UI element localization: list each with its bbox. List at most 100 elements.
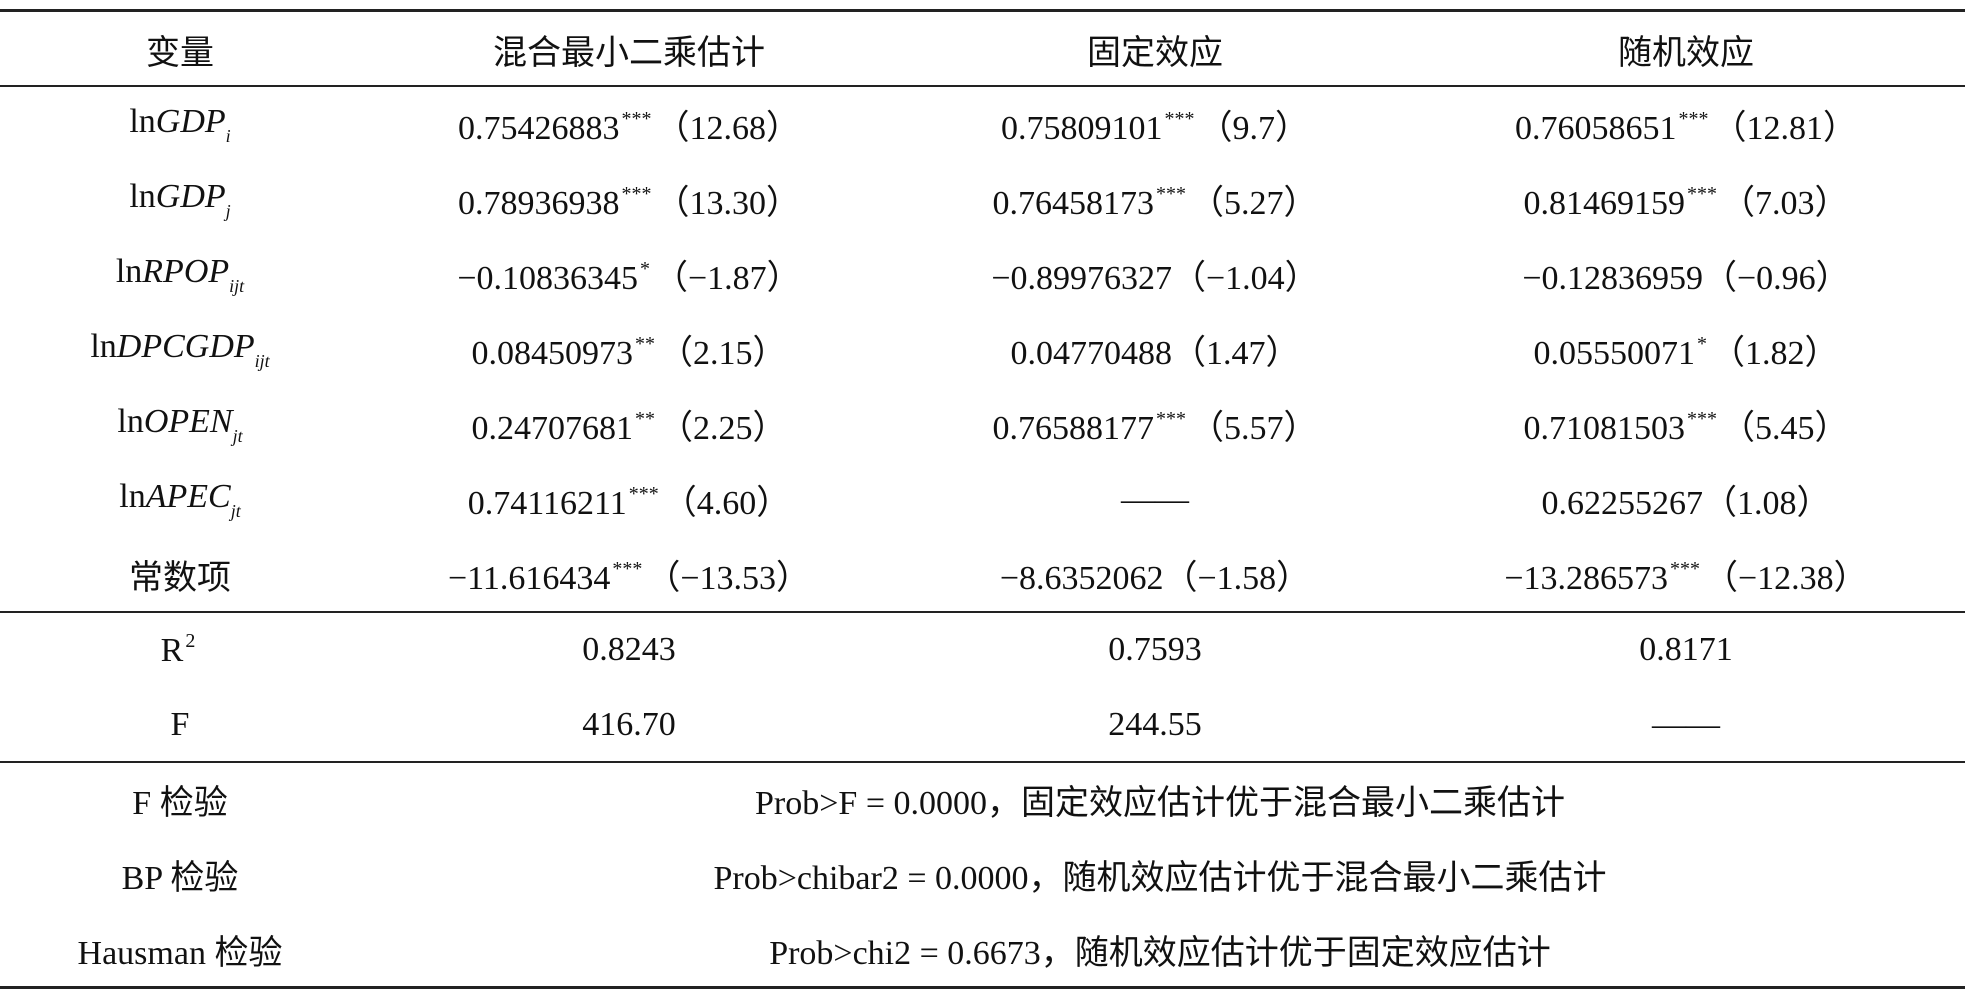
coefficient: 0.81469159 — [1523, 185, 1686, 222]
t-statistic: （−1.58） — [1163, 560, 1311, 597]
coefficient: 0.76458173 — [992, 185, 1155, 222]
t-statistic: （2.15） — [659, 335, 787, 372]
variable-name: GDP — [155, 177, 226, 215]
t-statistic: （4.60） — [662, 485, 791, 522]
significance-stars: *** — [1164, 108, 1195, 130]
coefficient: —— — [1121, 480, 1189, 518]
test-row: Hausman 检验 Prob>chi2 = 0.6673，随机效应估计优于固定效… — [0, 912, 1972, 987]
stats-rule — [0, 611, 1965, 613]
variable-prefix: ln — [119, 477, 146, 515]
test-result: Prob>chi2 = 0.6673，随机效应估计优于固定效应估计 — [769, 935, 1551, 972]
estimate-cell: 0.76588177 *** （5.57） — [898, 400, 1412, 449]
test-result: Prob>F = 0.0000，固定效应估计优于混合最小二乘估计 — [755, 785, 1565, 822]
test-label: Hausman 检验 — [77, 935, 283, 972]
estimate-cell: 0.74116211 *** （4.60） — [360, 475, 898, 524]
stats-row: F 416.70 244.55 —— — [0, 687, 1972, 762]
data-row: lnGDPj 0.78936938 *** （13.30） 0.76458173 *** （… — [0, 162, 1972, 237]
header-rule — [0, 85, 1965, 87]
estimate-cell: 0.78936938 *** （13.30） — [360, 175, 898, 224]
variable-cell: 常数项 — [0, 550, 360, 599]
variable-cell: lnAPECjt — [0, 478, 360, 522]
estimate-cell: 0.71081503 *** （5.45） — [1412, 400, 1960, 449]
t-statistic: （−12.38） — [1704, 560, 1868, 597]
significance-stars: *** — [1687, 408, 1717, 430]
estimate-cell: 0.76458173 *** （5.27） — [898, 175, 1412, 224]
t-statistic: （−1.87） — [654, 260, 801, 297]
coefficient: 0.76058651 — [1515, 110, 1677, 147]
variable-prefix: ln — [117, 402, 144, 440]
variable-prefix: ln — [129, 177, 156, 215]
stat-label: F — [0, 706, 360, 744]
coefficient: 0.76588177 — [992, 410, 1155, 447]
stat-value: 416.70 — [582, 705, 676, 743]
stat-value: 0.7593 — [1108, 630, 1202, 668]
t-statistic: （9.7） — [1198, 110, 1310, 147]
variable-prefix: ln — [115, 252, 143, 290]
stat-name: F — [170, 705, 190, 743]
stats-row: R 2 0.8243 0.7593 0.8171 — [0, 612, 1972, 687]
estimate-cell: 0.62255267（1.08） — [1412, 475, 1960, 524]
coefficient: −13.286573 — [1504, 560, 1668, 597]
data-row: lnOPENjt 0.24707681 ** （2.25） 0.76588177 *** （… — [0, 387, 1972, 462]
header-cell: 混合最小二乘估计 — [493, 35, 765, 72]
data-row: lnDPCGDPijt 0.08450973 ** （2.15） 0.04770488（… — [0, 312, 1972, 387]
significance-stars: * — [1697, 333, 1707, 355]
coefficient: −0.89976327 — [991, 260, 1172, 297]
t-statistic: （−0.96） — [1703, 260, 1850, 297]
variable-name: APEC — [145, 477, 231, 515]
significance-stars: *** — [1687, 183, 1717, 205]
stat-value: 244.55 — [1108, 705, 1202, 743]
tests-rule — [0, 761, 1965, 763]
test-row: F 检验 Prob>F = 0.0000，固定效应估计优于混合最小二乘估计 — [0, 762, 1972, 837]
header-row: 变量 混合最小二乘估计 固定效应 随机效应 — [0, 12, 1972, 87]
t-statistic: （1.08） — [1703, 485, 1831, 522]
t-statistic: （1.47） — [1172, 335, 1300, 372]
top-rule — [0, 9, 1965, 12]
t-statistic: （1.82） — [1711, 335, 1839, 372]
estimate-cell: −0.12836959（−0.96） — [1412, 250, 1960, 299]
significance-stars: *** — [1670, 558, 1700, 580]
estimate-cell: −0.10836345 * （−1.87） — [360, 250, 898, 299]
t-statistic: （12.81） — [1712, 110, 1858, 147]
estimate-cell: −8.6352062（−1.58） — [898, 550, 1412, 599]
estimate-cell: 0.75809101 *** （9.7） — [898, 100, 1412, 149]
variable-name: RPOP — [142, 252, 230, 290]
coefficient: 0.24707681 — [471, 410, 634, 447]
significance-stars: ** — [635, 333, 655, 355]
significance-stars: *** — [1156, 183, 1186, 205]
coefficient: 0.78936938 — [458, 185, 620, 222]
t-statistic: （2.25） — [659, 410, 787, 447]
significance-stars: *** — [1156, 408, 1186, 430]
variable-subscript: ijt — [229, 275, 245, 296]
estimate-cell: 0.76058651 *** （12.81） — [1412, 100, 1960, 149]
stat-value: —— — [1652, 705, 1720, 743]
test-result: Prob>chibar2 = 0.0000，随机效应估计优于混合最小二乘估计 — [713, 860, 1607, 897]
variable-subscript: jt — [232, 425, 243, 446]
test-label: BP 检验 — [121, 860, 239, 897]
variable-subscript: jt — [230, 500, 241, 521]
coefficient: −11.616434 — [447, 560, 611, 597]
coefficient: 0.62255267 — [1541, 485, 1704, 522]
significance-stars: *** — [1678, 108, 1709, 130]
variable-name: DPCGDP — [116, 327, 255, 365]
data-row: lnAPECjt 0.74116211 *** （4.60） —— 0.62255267（… — [0, 462, 1972, 537]
coefficient: 0.75426883 — [458, 110, 620, 147]
estimate-cell: −0.89976327（−1.04） — [898, 250, 1412, 299]
coefficient: 0.04770488 — [1010, 335, 1173, 372]
estimate-cell: 0.24707681 ** （2.25） — [360, 400, 898, 449]
data-row: lnGDPi 0.75426883 *** （12.68） 0.75809101 *** （… — [0, 87, 1972, 162]
variable-cell: lnRPOPijt — [0, 253, 360, 297]
estimate-cell: −11.616434 *** （−13.53） — [360, 550, 898, 599]
stat-value: 0.8171 — [1639, 630, 1733, 668]
coefficient: 0.75809101 — [1001, 110, 1163, 147]
estimate-cell: 0.75426883 *** （12.68） — [360, 100, 898, 149]
header-cell: 随机效应 — [1618, 35, 1754, 72]
coefficient: 0.71081503 — [1523, 410, 1686, 447]
significance-stars: *** — [628, 483, 659, 505]
variable-name: GDP — [155, 102, 226, 140]
coefficient: −0.12836959 — [1522, 260, 1703, 297]
stat-superscript: 2 — [185, 629, 196, 652]
significance-stars: *** — [621, 108, 652, 130]
coefficient: −0.10836345 — [457, 260, 638, 297]
